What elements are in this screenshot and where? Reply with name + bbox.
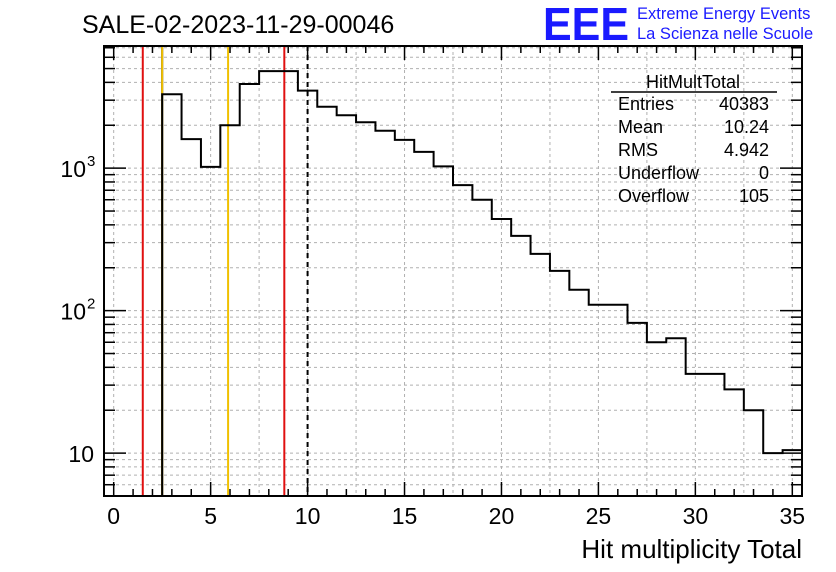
eee-logo: EEE [543,0,629,50]
stats-row-value: 10.24 [724,117,769,137]
run-title: SALE-02-2023-11-29-00046 [82,11,394,39]
logo-line-2: La Scienza nelle Scuole [637,25,813,43]
stats-row-value: 40383 [719,94,769,114]
y-tick-exponent: 3 [87,153,95,170]
x-tick-label: 15 [392,503,418,529]
x-tick-label: 25 [586,503,612,529]
stats-row-label: Entries [618,94,674,114]
stats-row-label: Overflow [618,186,690,206]
stats-box-title: HitMultTotal [646,72,740,92]
x-tick-label: 35 [780,503,806,529]
grid-lines [104,46,802,496]
x-tick-label: 30 [683,503,709,529]
y-tick-label: 10 [68,441,94,467]
plot-frame [103,45,803,497]
stats-row-label: Underflow [618,163,700,183]
y-tick-exponent: 2 [87,296,95,313]
marker-lines [141,46,309,496]
x-axis: 0 5 10 15 20 25 30 35 [107,46,805,529]
stats-row-label: RMS [618,140,658,160]
x-tick-label: 10 [295,503,321,529]
stats-row-value: 105 [739,186,769,206]
stats-box: HitMultTotal Entries 40383 Mean 10.24 RMS 4.9… [611,72,777,206]
x-tick-label: 20 [489,503,515,529]
stats-row-value: 0 [759,163,769,183]
x-tick-label: 0 [107,503,120,529]
stats-row-value: 4.942 [724,140,769,160]
stats-row-label: Mean [618,117,663,137]
y-tick-label: 10 [60,299,86,325]
x-axis-label: Hit multiplicity Total [581,534,802,564]
histogram-outline [161,70,802,496]
x-tick-label: 5 [204,503,217,529]
logo-line-1: Extreme Energy Events [637,5,810,23]
y-tick-label: 10 [60,156,86,182]
